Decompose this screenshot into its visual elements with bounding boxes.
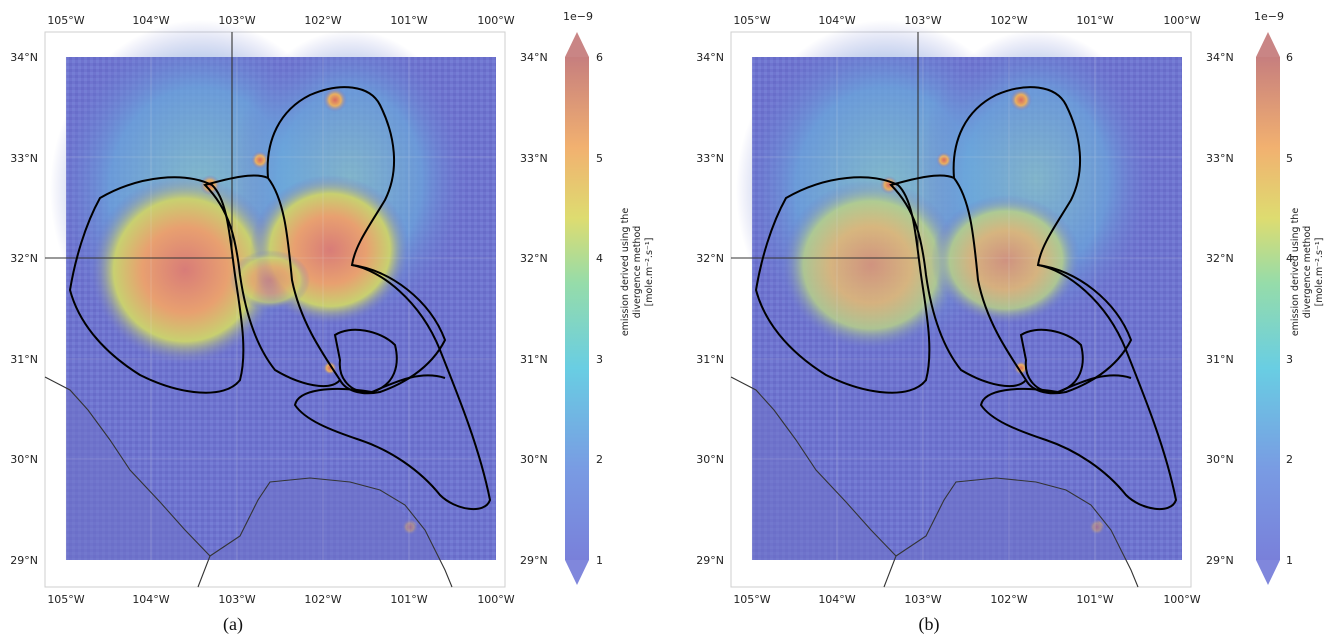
svg-text:101°W: 101°W	[1076, 14, 1113, 27]
svg-text:102°W: 102°W	[990, 593, 1027, 606]
emission-raster	[736, 20, 1182, 560]
svg-text:102°W: 102°W	[304, 593, 341, 606]
svg-text:32°N: 32°N	[696, 252, 724, 265]
colorbar: 1e−9 6 5 4 3 2 1 emission derived using …	[1254, 10, 1325, 585]
colorbar-label: emission derived using the divergence me…	[1290, 208, 1325, 336]
svg-text:101°W: 101°W	[390, 14, 427, 27]
svg-text:105°W: 105°W	[733, 14, 770, 27]
map-panel-a: 105°W 104°W 103°W 102°W 101°W 100°W 105°…	[0, 0, 686, 634]
svg-text:29°N: 29°N	[10, 554, 38, 567]
svg-text:100°W: 100°W	[477, 593, 514, 606]
svg-text:2: 2	[1286, 453, 1293, 466]
svg-text:divergence method: divergence method	[1302, 226, 1313, 319]
svg-text:emission derived using the: emission derived using the	[1290, 208, 1301, 336]
gridlines	[751, 57, 1182, 560]
svg-text:100°W: 100°W	[1163, 14, 1200, 27]
svg-text:31°N: 31°N	[696, 353, 724, 366]
svg-text:30°N: 30°N	[1206, 453, 1234, 466]
colorbar-exponent: 1e−9	[563, 10, 593, 23]
svg-text:30°N: 30°N	[10, 453, 38, 466]
svg-text:4: 4	[1286, 252, 1293, 265]
svg-text:1: 1	[1286, 554, 1293, 567]
svg-text:104°W: 104°W	[132, 593, 169, 606]
basin-outlines	[754, 86, 1178, 511]
panel-caption-b: (b)	[918, 614, 940, 634]
svg-text:105°W: 105°W	[733, 593, 770, 606]
colorbar-ticks: 6 5 4 3 2 1	[1286, 51, 1293, 567]
svg-text:32°N: 32°N	[1206, 252, 1234, 265]
svg-text:101°W: 101°W	[390, 593, 427, 606]
svg-text:103°W: 103°W	[904, 14, 941, 27]
x-tick-labels-bottom: 105°W 104°W 103°W 102°W 101°W 100°W	[733, 593, 1200, 606]
gridlines	[65, 57, 496, 560]
map-figure-a: 105°W 104°W 103°W 102°W 101°W 100°W 105°…	[10, 10, 655, 606]
svg-text:34°N: 34°N	[10, 51, 38, 64]
x-tick-labels-top: 105°W 104°W 103°W 102°W 101°W 100°W	[47, 14, 514, 27]
svg-text:4: 4	[596, 252, 603, 265]
svg-text:102°W: 102°W	[304, 14, 341, 27]
colorbar-exponent: 1e−9	[1254, 10, 1284, 23]
svg-text:30°N: 30°N	[696, 453, 724, 466]
svg-text:104°W: 104°W	[818, 14, 855, 27]
svg-text:33°N: 33°N	[520, 152, 548, 165]
svg-text:104°W: 104°W	[132, 14, 169, 27]
svg-text:34°N: 34°N	[696, 51, 724, 64]
basin-outlines	[68, 86, 492, 511]
svg-text:33°N: 33°N	[696, 152, 724, 165]
svg-text:6: 6	[1286, 51, 1293, 64]
svg-text:33°N: 33°N	[10, 152, 38, 165]
colorbar-label: emission derived using the divergence me…	[620, 208, 655, 336]
svg-text:3: 3	[1286, 353, 1293, 366]
svg-text:32°N: 32°N	[520, 252, 548, 265]
y-tick-labels-left: 34°N 33°N 32°N 31°N 30°N 29°N	[696, 51, 724, 567]
svg-text:31°N: 31°N	[1206, 353, 1234, 366]
svg-text:29°N: 29°N	[520, 554, 548, 567]
svg-text:31°N: 31°N	[520, 353, 548, 366]
svg-text:[mole.m⁻².s⁻¹]: [mole.m⁻².s⁻¹]	[644, 238, 655, 307]
svg-text:1: 1	[596, 554, 603, 567]
svg-text:2: 2	[596, 453, 603, 466]
svg-text:3: 3	[596, 353, 603, 366]
svg-text:6: 6	[596, 51, 603, 64]
svg-text:101°W: 101°W	[1076, 593, 1113, 606]
y-tick-labels-right: 34°N 33°N 32°N 31°N 30°N 29°N	[1206, 51, 1234, 567]
svg-text:emission derived using the: emission derived using the	[620, 208, 631, 336]
svg-text:102°W: 102°W	[990, 14, 1027, 27]
svg-text:32°N: 32°N	[10, 252, 38, 265]
svg-text:5: 5	[1286, 152, 1293, 165]
map-figure-b: 105°W 104°W 103°W 102°W 101°W 100°W 105°…	[696, 10, 1325, 606]
svg-text:34°N: 34°N	[1206, 51, 1234, 64]
svg-text:30°N: 30°N	[520, 453, 548, 466]
svg-text:34°N: 34°N	[520, 51, 548, 64]
svg-text:29°N: 29°N	[1206, 554, 1234, 567]
x-tick-labels-top: 105°W 104°W 103°W 102°W 101°W 100°W	[733, 14, 1200, 27]
svg-text:divergence method: divergence method	[632, 226, 643, 319]
panel-caption-a: (a)	[223, 614, 243, 634]
colorbar-ticks: 6 5 4 3 2 1	[596, 51, 603, 567]
svg-text:100°W: 100°W	[1163, 593, 1200, 606]
svg-text:100°W: 100°W	[477, 14, 514, 27]
svg-text:104°W: 104°W	[818, 593, 855, 606]
svg-text:103°W: 103°W	[218, 593, 255, 606]
emission-raster	[50, 20, 496, 560]
svg-text:33°N: 33°N	[1206, 152, 1234, 165]
svg-text:31°N: 31°N	[10, 353, 38, 366]
svg-text:[mole.m⁻².s⁻¹]: [mole.m⁻².s⁻¹]	[1314, 238, 1325, 307]
svg-text:105°W: 105°W	[47, 593, 84, 606]
svg-text:5: 5	[596, 152, 603, 165]
svg-text:29°N: 29°N	[696, 554, 724, 567]
map-panel-b: 105°W 104°W 103°W 102°W 101°W 100°W 105°…	[686, 0, 1327, 634]
svg-text:105°W: 105°W	[47, 14, 84, 27]
y-tick-labels-left: 34°N 33°N 32°N 31°N 30°N 29°N	[10, 51, 38, 567]
x-tick-labels-bottom: 105°W 104°W 103°W 102°W 101°W 100°W	[47, 593, 514, 606]
y-tick-labels-right: 34°N 33°N 32°N 31°N 30°N 29°N	[520, 51, 548, 567]
svg-text:103°W: 103°W	[218, 14, 255, 27]
colorbar: 1e−9 6 5 4 3 2 1 emission derived using …	[563, 10, 655, 585]
svg-text:103°W: 103°W	[904, 593, 941, 606]
